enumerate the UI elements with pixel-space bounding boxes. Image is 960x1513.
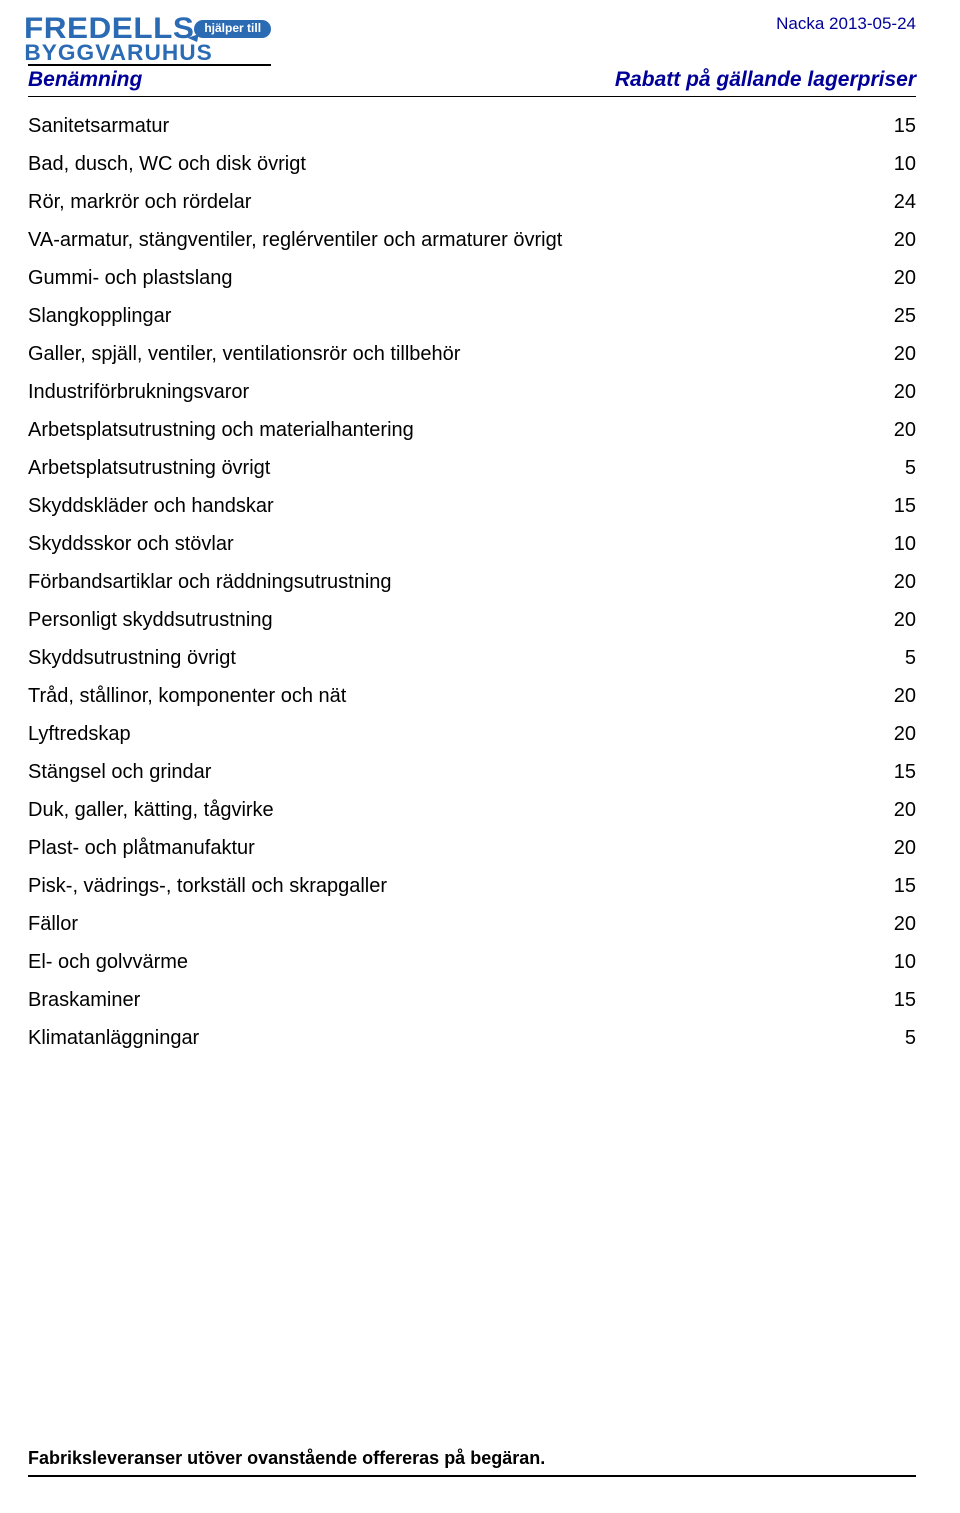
logo: FREDELLS hjälper till BYGGVARUHUS xyxy=(28,14,271,66)
row-value: 5 xyxy=(886,449,916,487)
logo-pill: hjälper till xyxy=(194,20,271,38)
row-value: 20 xyxy=(886,791,916,829)
row-value: 10 xyxy=(886,525,916,563)
row-label: Arbetsplatsutrustning övrigt xyxy=(28,449,886,487)
row-label: Skyddsutrustning övrigt xyxy=(28,639,886,677)
table-row: El- och golvvärme10 xyxy=(28,943,916,981)
page: FREDELLS hjälper till BYGGVARUHUS Nacka … xyxy=(0,0,960,1513)
row-label: Rör, markrör och rördelar xyxy=(28,183,886,221)
table-row: Skyddsutrustning övrigt5 xyxy=(28,639,916,677)
row-label: Industriförbrukningsvaror xyxy=(28,373,886,411)
row-label: Skyddskläder och handskar xyxy=(28,487,886,525)
row-label: VA-armatur, stängventiler, reglérventile… xyxy=(28,221,886,259)
row-label: El- och golvvärme xyxy=(28,943,886,981)
table-row: Slangkopplingar25 xyxy=(28,297,916,335)
row-value: 10 xyxy=(886,145,916,183)
row-label: Personligt skyddsutrustning xyxy=(28,601,886,639)
row-value: 20 xyxy=(886,677,916,715)
row-value: 20 xyxy=(886,601,916,639)
table-row: Stängsel och grindar15 xyxy=(28,753,916,791)
row-value: 15 xyxy=(886,487,916,525)
row-value: 20 xyxy=(886,221,916,259)
logo-pill-text: hjälper till xyxy=(204,22,261,34)
row-value: 20 xyxy=(886,715,916,753)
table-row: Lyftredskap20 xyxy=(28,715,916,753)
row-label: Plast- och plåtmanufaktur xyxy=(28,829,886,867)
row-value: 5 xyxy=(886,639,916,677)
table-row: Arbetsplatsutrustning och materialhanter… xyxy=(28,411,916,449)
row-label: Pisk-, vädrings-, torkställ och skrapgal… xyxy=(28,867,886,905)
row-label: Förbandsartiklar och räddningsutrustning xyxy=(28,563,886,601)
row-value: 5 xyxy=(886,1019,916,1057)
row-value: 20 xyxy=(886,563,916,601)
row-value: 15 xyxy=(886,867,916,905)
row-label: Klimatanläggningar xyxy=(28,1019,886,1057)
table-row: Personligt skyddsutrustning20 xyxy=(28,601,916,639)
table-row: Arbetsplatsutrustning övrigt5 xyxy=(28,449,916,487)
table-row: Gummi- och plastslang20 xyxy=(28,259,916,297)
column-header-right: Rabatt på gällande lagerpriser xyxy=(615,68,916,92)
row-label: Skyddsskor och stövlar xyxy=(28,525,886,563)
row-value: 20 xyxy=(886,373,916,411)
table-row: Plast- och plåtmanufaktur20 xyxy=(28,829,916,867)
row-value: 20 xyxy=(886,259,916,297)
row-label: Arbetsplatsutrustning och materialhanter… xyxy=(28,411,886,449)
table-row: Duk, galler, kätting, tågvirke20 xyxy=(28,791,916,829)
row-label: Gummi- och plastslang xyxy=(28,259,886,297)
column-header-left: Benämning xyxy=(28,68,142,92)
top-row: FREDELLS hjälper till BYGGVARUHUS Nacka … xyxy=(28,14,916,66)
row-value: 20 xyxy=(886,335,916,373)
row-label: Galler, spjäll, ventiler, ventilationsrö… xyxy=(28,335,886,373)
row-value: 24 xyxy=(886,183,916,221)
data-rows: Sanitetsarmatur15Bad, dusch, WC och disk… xyxy=(28,107,916,1057)
row-label: Slangkopplingar xyxy=(28,297,886,335)
table-row: Skyddskläder och handskar15 xyxy=(28,487,916,525)
table-row: Sanitetsarmatur15 xyxy=(28,107,916,145)
row-label: Fällor xyxy=(28,905,886,943)
footer-text: Fabriksleveranser utöver ovanstående off… xyxy=(28,1448,916,1469)
table-row: Tråd, stållinor, komponenter och nät20 xyxy=(28,677,916,715)
header-divider xyxy=(28,96,916,97)
row-value: 10 xyxy=(886,943,916,981)
footer-rule xyxy=(28,1475,916,1477)
date-label: Nacka 2013-05-24 xyxy=(776,14,916,34)
row-label: Tråd, stållinor, komponenter och nät xyxy=(28,677,886,715)
row-value: 20 xyxy=(886,905,916,943)
column-header-row: Benämning Rabatt på gällande lagerpriser xyxy=(28,68,916,92)
row-value: 15 xyxy=(886,981,916,1019)
footer: Fabriksleveranser utöver ovanstående off… xyxy=(28,1448,916,1477)
table-row: Skyddsskor och stövlar10 xyxy=(28,525,916,563)
table-row: Fällor20 xyxy=(28,905,916,943)
table-row: Bad, dusch, WC och disk övrigt10 xyxy=(28,145,916,183)
row-value: 15 xyxy=(886,107,916,145)
row-value: 20 xyxy=(886,829,916,867)
table-row: Pisk-, vädrings-, torkställ och skrapgal… xyxy=(28,867,916,905)
table-row: Rör, markrör och rördelar24 xyxy=(28,183,916,221)
row-label: Bad, dusch, WC och disk övrigt xyxy=(28,145,886,183)
table-row: Förbandsartiklar och räddningsutrustning… xyxy=(28,563,916,601)
row-value: 20 xyxy=(886,411,916,449)
table-row: Galler, spjäll, ventiler, ventilationsrö… xyxy=(28,335,916,373)
row-value: 15 xyxy=(886,753,916,791)
logo-sub-text: BYGGVARUHUS xyxy=(24,42,274,64)
table-row: Braskaminer15 xyxy=(28,981,916,1019)
table-row: Klimatanläggningar5 xyxy=(28,1019,916,1057)
row-label: Lyftredskap xyxy=(28,715,886,753)
row-label: Braskaminer xyxy=(28,981,886,1019)
table-row: VA-armatur, stängventiler, reglérventile… xyxy=(28,221,916,259)
row-label: Sanitetsarmatur xyxy=(28,107,886,145)
table-row: Industriförbrukningsvaror20 xyxy=(28,373,916,411)
row-label: Stängsel och grindar xyxy=(28,753,886,791)
row-value: 25 xyxy=(886,297,916,335)
row-label: Duk, galler, kätting, tågvirke xyxy=(28,791,886,829)
